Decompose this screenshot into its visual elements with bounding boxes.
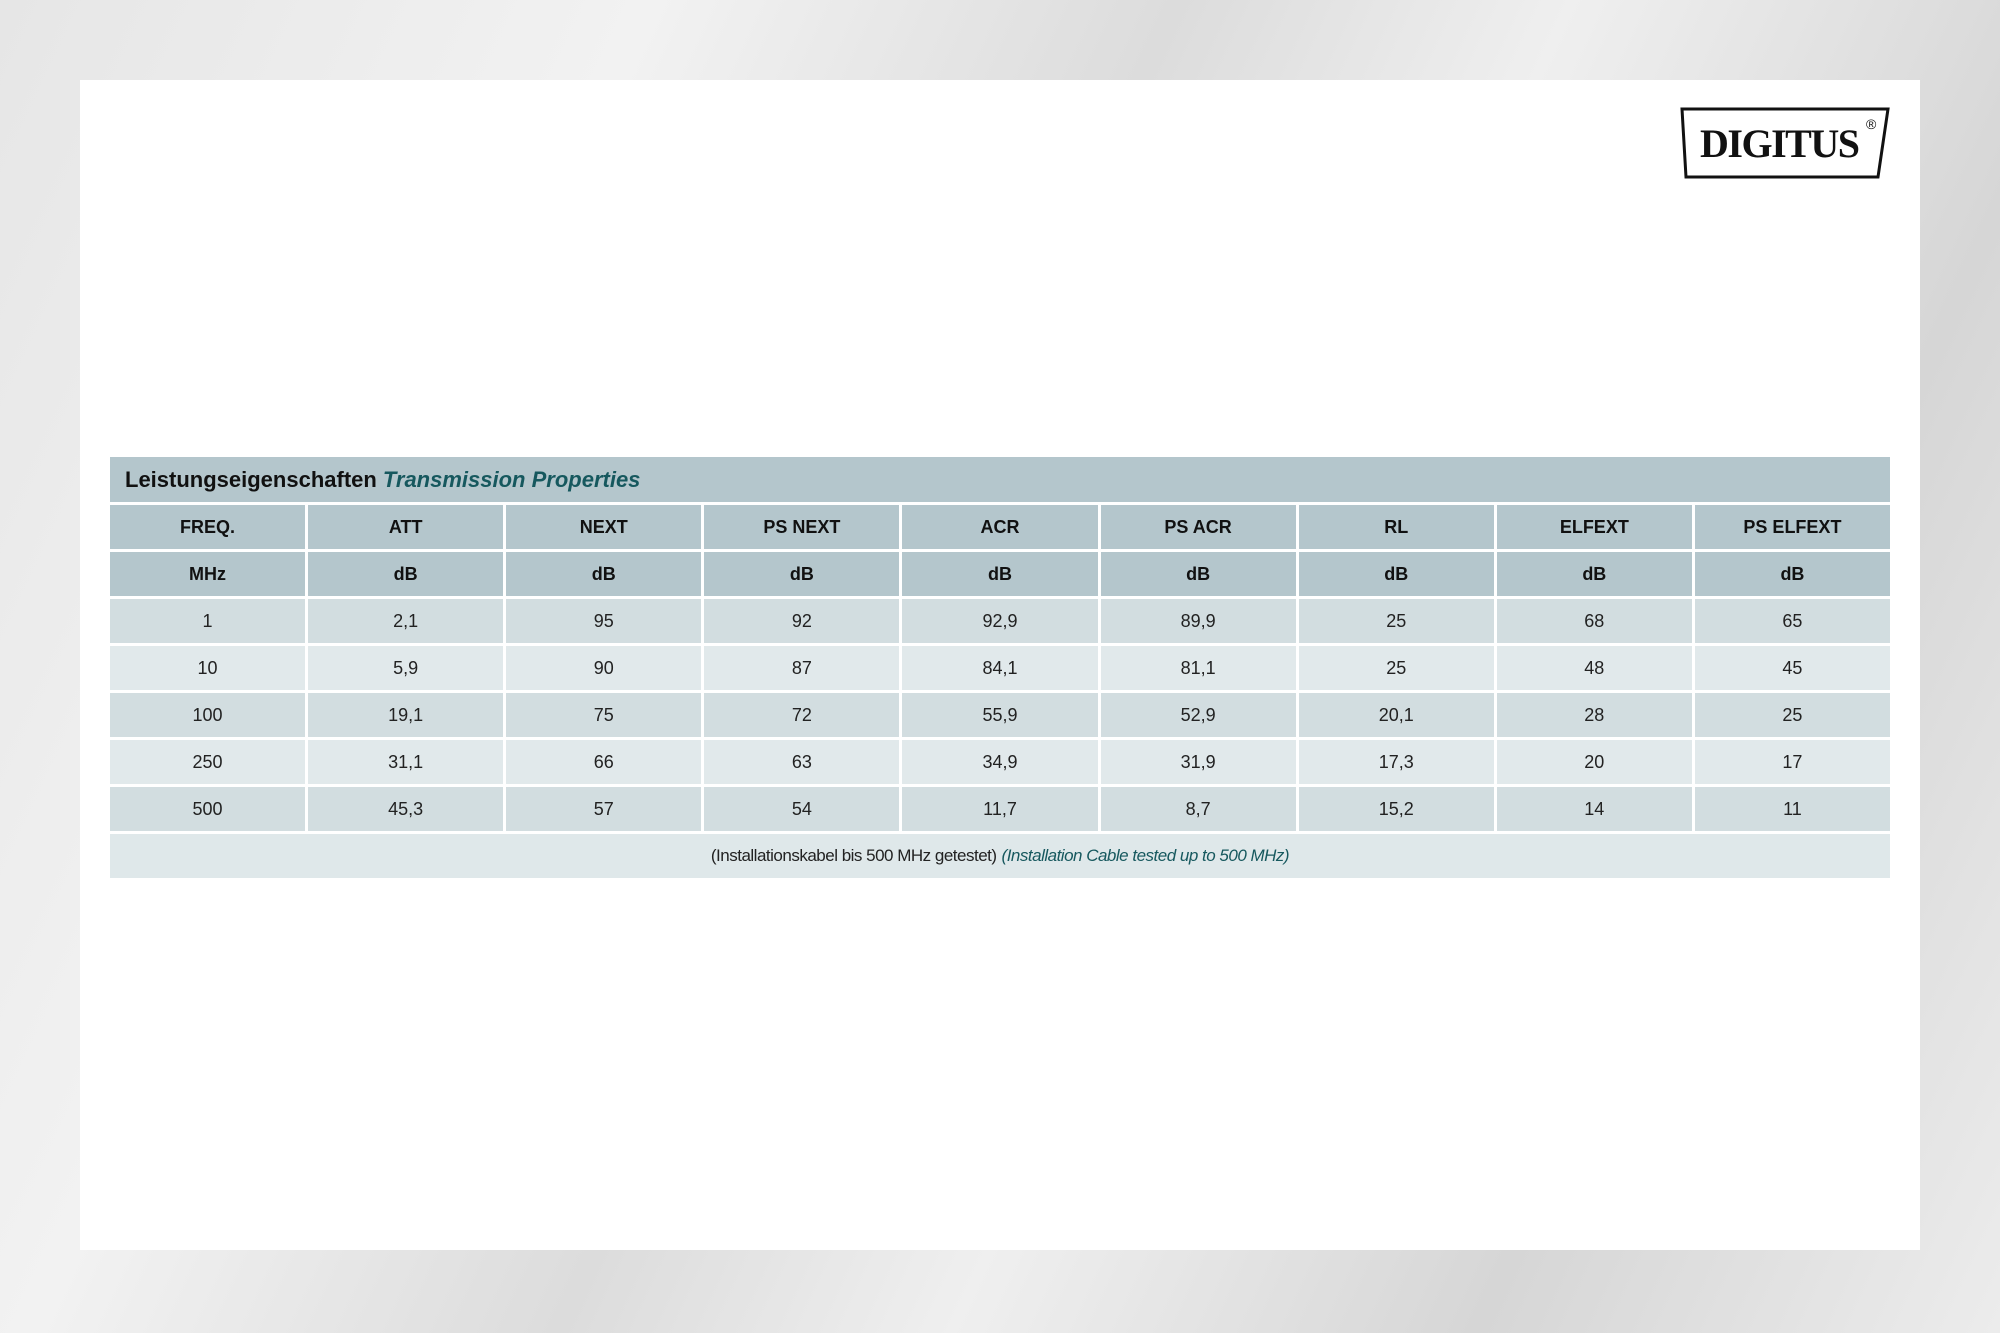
unit-header: dB bbox=[1298, 552, 1494, 596]
unit-header: dB bbox=[1100, 552, 1296, 596]
table-row: 10 5,9 90 87 84,1 81,1 25 48 45 bbox=[110, 646, 1890, 690]
table-cell: 89,9 bbox=[1100, 599, 1296, 643]
column-header: FREQ. bbox=[110, 505, 306, 549]
column-header: PS ACR bbox=[1100, 505, 1296, 549]
table-row: 1 2,1 95 92 92,9 89,9 25 68 65 bbox=[110, 599, 1890, 643]
table-cell: 500 bbox=[110, 787, 306, 831]
table-cell: 17 bbox=[1694, 740, 1890, 784]
units-row: MHz dB dB dB dB dB dB dB dB bbox=[110, 552, 1890, 596]
table-cell: 19,1 bbox=[308, 693, 504, 737]
table-title-en: Transmission Properties bbox=[382, 466, 641, 492]
column-header: PS ELFEXT bbox=[1694, 505, 1890, 549]
table-cell: 28 bbox=[1496, 693, 1692, 737]
column-header: NEXT bbox=[506, 505, 702, 549]
table-cell: 5,9 bbox=[308, 646, 504, 690]
logo-registered-mark: ® bbox=[1866, 116, 1877, 132]
footnote-en: (Installation Cable tested up to 500 MHz… bbox=[1001, 846, 1290, 865]
footnote-de: (Installationskabel bis 500 MHz getestet… bbox=[710, 846, 997, 865]
table-footnote: (Installationskabel bis 500 MHz getestet… bbox=[110, 834, 1890, 878]
table-cell: 34,9 bbox=[902, 740, 1098, 784]
table-cell: 25 bbox=[1694, 693, 1890, 737]
column-header: ATT bbox=[308, 505, 504, 549]
unit-header: dB bbox=[704, 552, 900, 596]
table-cell: 66 bbox=[506, 740, 702, 784]
table-cell: 25 bbox=[1298, 599, 1494, 643]
table-cell: 31,1 bbox=[308, 740, 504, 784]
table-cell: 15,2 bbox=[1298, 787, 1494, 831]
unit-header: dB bbox=[308, 552, 504, 596]
table-cell: 8,7 bbox=[1100, 787, 1296, 831]
column-header: PS NEXT bbox=[704, 505, 900, 549]
table-cell: 20,1 bbox=[1298, 693, 1494, 737]
table-cell: 92,9 bbox=[902, 599, 1098, 643]
table-cell: 1 bbox=[110, 599, 306, 643]
header-row: FREQ. ATT NEXT PS NEXT ACR PS ACR RL ELFEXT PS E… bbox=[110, 505, 1890, 549]
table-cell: 55,9 bbox=[902, 693, 1098, 737]
table-title-de: Leistungseigenschaften bbox=[125, 466, 377, 492]
unit-header: dB bbox=[1694, 552, 1890, 596]
table-cell: 68 bbox=[1496, 599, 1692, 643]
table-cell: 20 bbox=[1496, 740, 1692, 784]
table-cell: 63 bbox=[704, 740, 900, 784]
table-cell: 14 bbox=[1496, 787, 1692, 831]
table-cell: 31,9 bbox=[1100, 740, 1296, 784]
table-cell: 75 bbox=[506, 693, 702, 737]
table-cell: 90 bbox=[506, 646, 702, 690]
table-cell: 250 bbox=[110, 740, 306, 784]
digitus-logo: DIGITUS ® bbox=[1680, 107, 1890, 179]
logo-text: DIGITUS bbox=[1700, 121, 1860, 166]
column-header: ACR bbox=[902, 505, 1098, 549]
table-cell: 54 bbox=[704, 787, 900, 831]
table-cell: 10 bbox=[110, 646, 306, 690]
table-cell: 17,3 bbox=[1298, 740, 1494, 784]
table-title: Leistungseigenschaften Transmission Prop… bbox=[110, 457, 1890, 502]
table-cell: 84,1 bbox=[902, 646, 1098, 690]
table-cell: 11 bbox=[1694, 787, 1890, 831]
table-cell: 65 bbox=[1694, 599, 1890, 643]
table-row: 100 19,1 75 72 55,9 52,9 20,1 28 25 bbox=[110, 693, 1890, 737]
column-header: RL bbox=[1298, 505, 1494, 549]
table-cell: 87 bbox=[704, 646, 900, 690]
table-cell: 72 bbox=[704, 693, 900, 737]
table-cell: 2,1 bbox=[308, 599, 504, 643]
unit-header: dB bbox=[1496, 552, 1692, 596]
table-cell: 45 bbox=[1694, 646, 1890, 690]
table-cell: 100 bbox=[110, 693, 306, 737]
unit-header: MHz bbox=[110, 552, 306, 596]
unit-header: dB bbox=[506, 552, 702, 596]
table-cell: 45,3 bbox=[308, 787, 504, 831]
transmission-properties-table: Leistungseigenschaften Transmission Prop… bbox=[110, 457, 1890, 878]
table-row: 500 45,3 57 54 11,7 8,7 15,2 14 11 bbox=[110, 787, 1890, 831]
unit-header: dB bbox=[902, 552, 1098, 596]
table-cell: 57 bbox=[506, 787, 702, 831]
table-row: 250 31,1 66 63 34,9 31,9 17,3 20 17 bbox=[110, 740, 1890, 784]
table-cell: 52,9 bbox=[1100, 693, 1296, 737]
table-cell: 48 bbox=[1496, 646, 1692, 690]
table-cell: 11,7 bbox=[902, 787, 1098, 831]
column-header: ELFEXT bbox=[1496, 505, 1692, 549]
table-cell: 95 bbox=[506, 599, 702, 643]
table-cell: 92 bbox=[704, 599, 900, 643]
table-cell: 25 bbox=[1298, 646, 1494, 690]
table-cell: 81,1 bbox=[1100, 646, 1296, 690]
